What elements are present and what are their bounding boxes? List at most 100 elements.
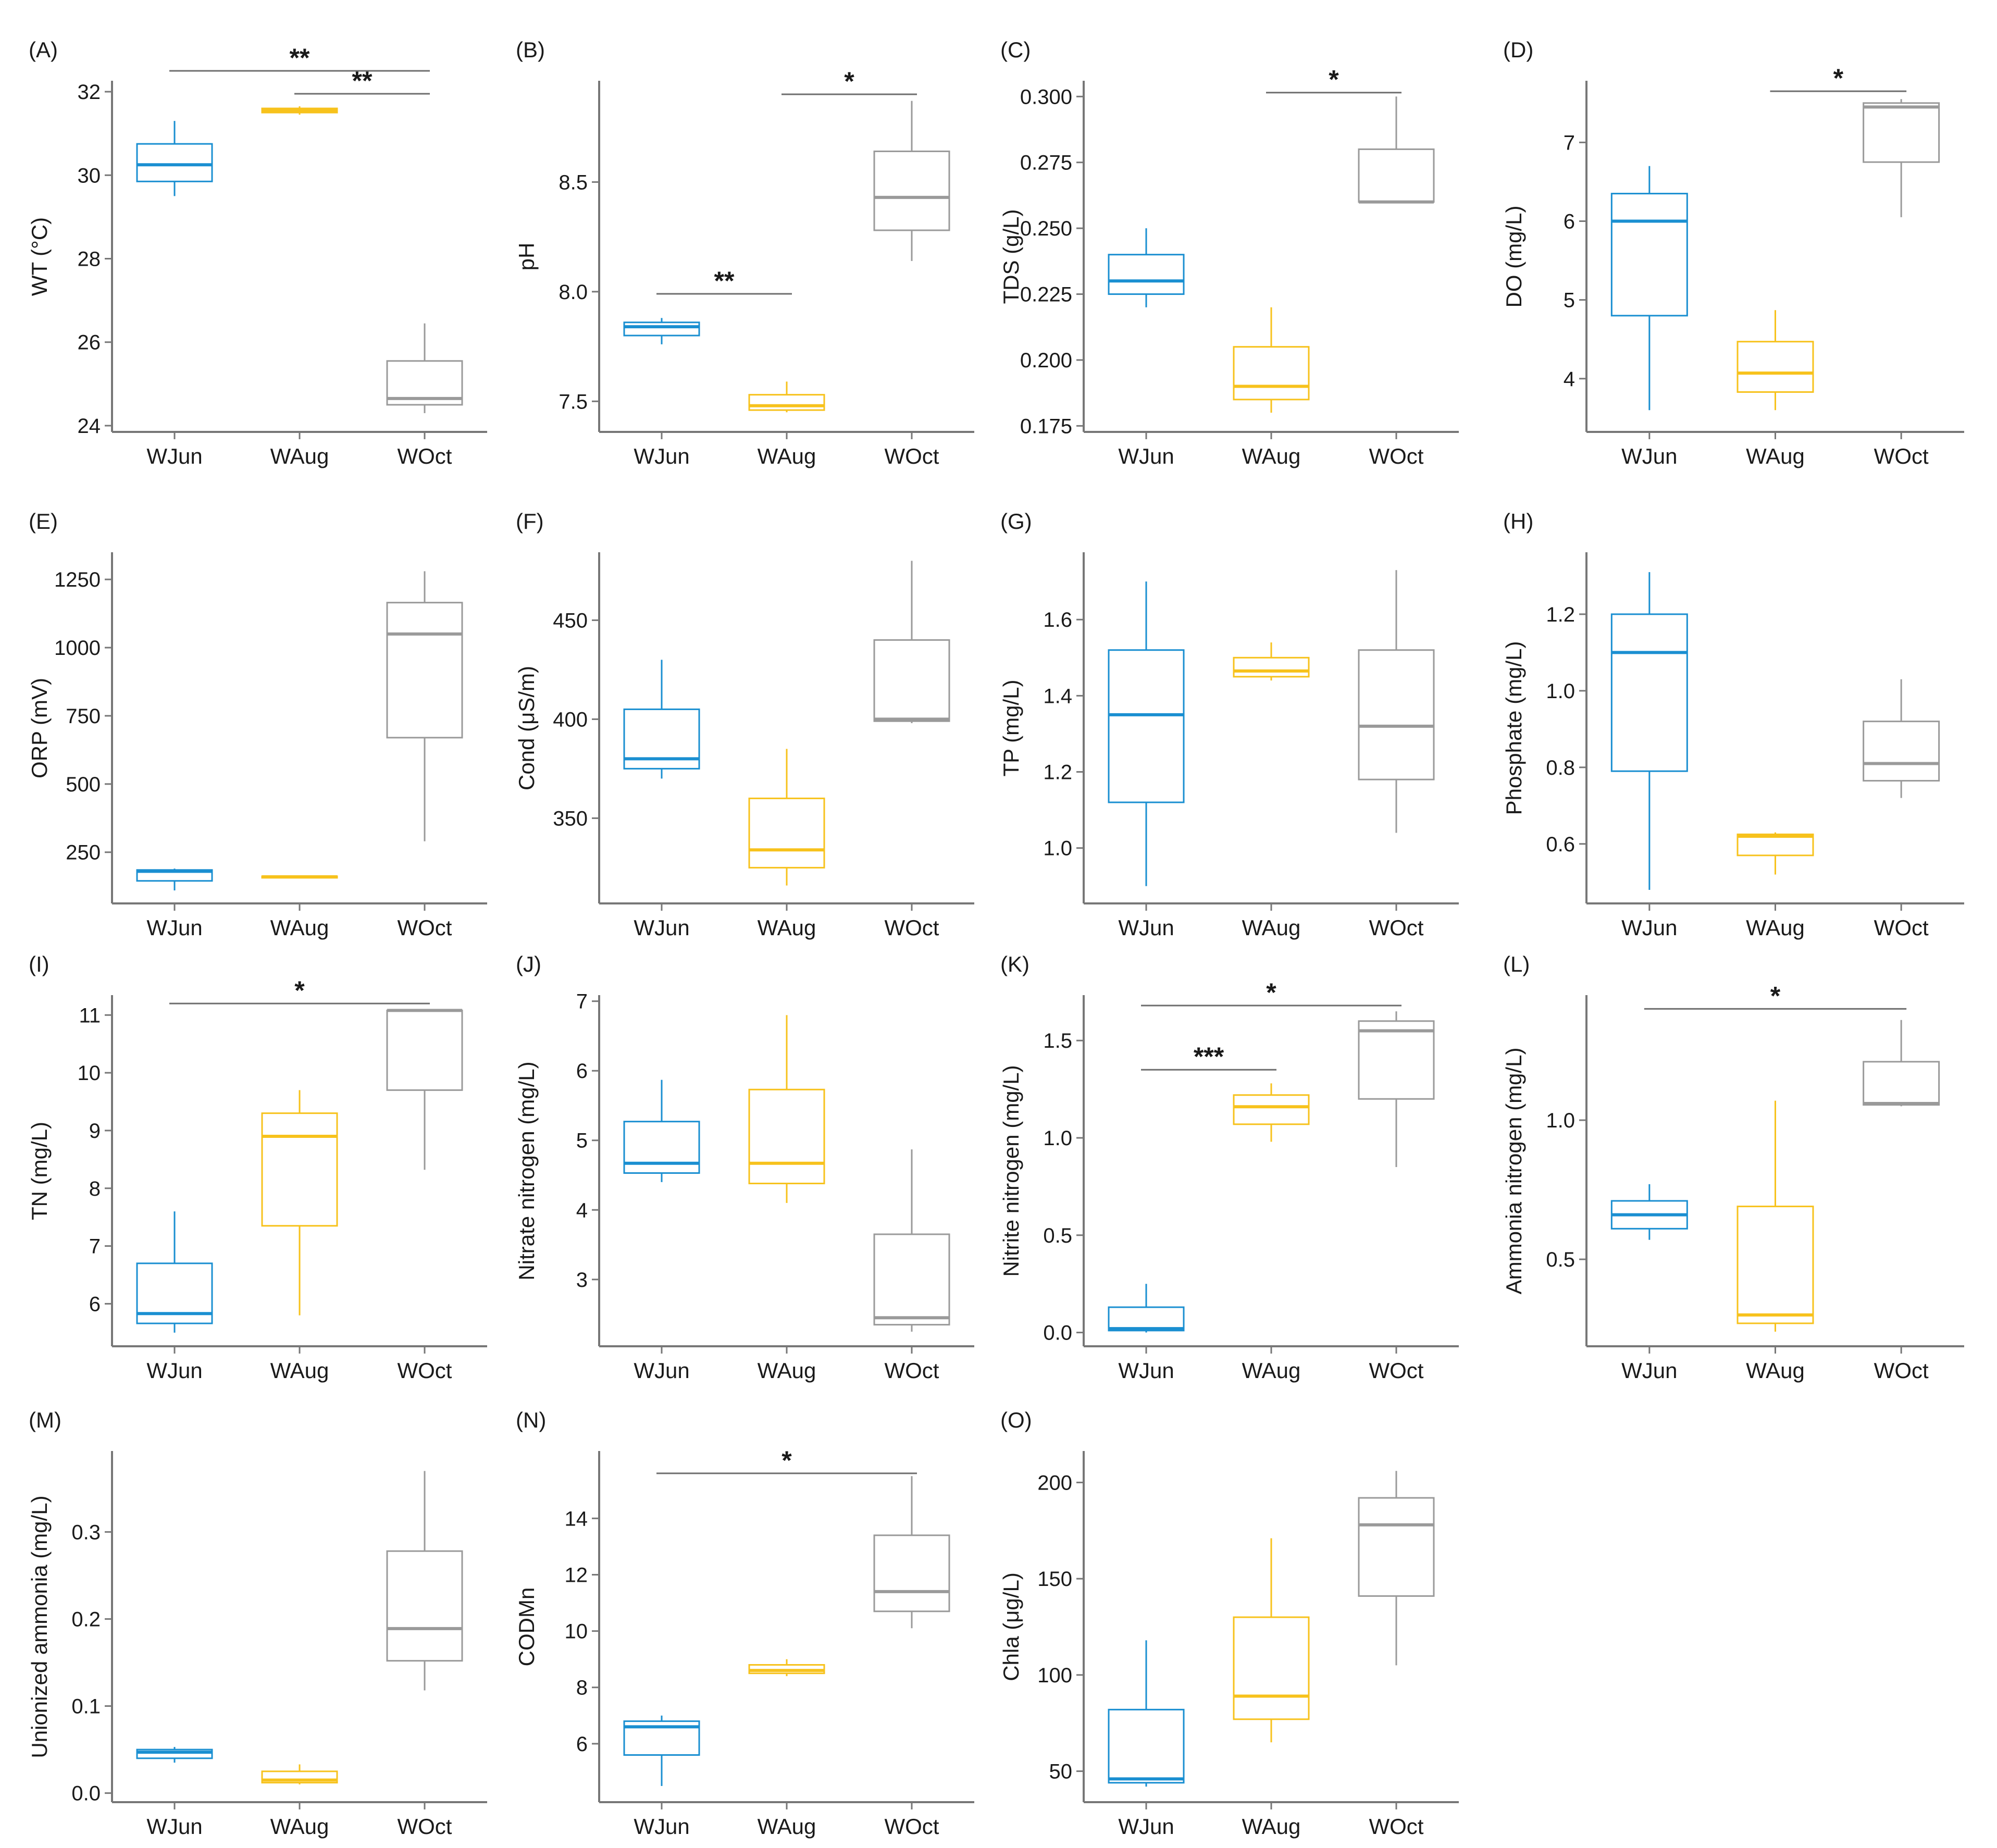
x-tick-label: WOct <box>1874 444 1929 468</box>
box-wjun <box>623 318 700 344</box>
x-tick-label: WOct <box>1369 1814 1424 1839</box>
y-tick-label: 0.0 <box>1043 1322 1072 1345</box>
x-tick-label: WOct <box>1874 915 1929 940</box>
y-tick-label: 8 <box>576 1677 588 1700</box>
y-tick-label: 0.1 <box>71 1695 101 1718</box>
significance-label: * <box>1266 978 1276 1007</box>
box-waug <box>1736 310 1814 411</box>
y-tick-label: 0.5 <box>1043 1224 1072 1247</box>
y-tick-label: 0.8 <box>1546 756 1575 779</box>
box-wjun <box>136 1211 213 1333</box>
panel-label: (D) <box>1503 38 1533 62</box>
x-tick-label: WAug <box>270 1358 329 1383</box>
x-tick-label: WOct <box>1369 915 1424 940</box>
x-tick-label: WJun <box>1621 915 1677 940</box>
y-tick-label: 7.5 <box>559 390 588 413</box>
panel-i: (I) 6 7 8 9 10 11 TN (mg/L) WJun WAug WOct * <box>27 952 487 1383</box>
x-tick-label: WAug <box>1746 444 1805 468</box>
x-tick-label: WAug <box>1746 915 1805 940</box>
box-woct <box>1358 96 1435 204</box>
y-tick-label: 750 <box>66 705 101 728</box>
box-woct <box>386 571 463 841</box>
y-tick-label: 1.2 <box>1043 761 1072 784</box>
y-tick-label: 10 <box>565 1620 588 1643</box>
box-iqr <box>1863 102 1940 163</box>
y-tick-label: 0.300 <box>1020 85 1072 108</box>
box-iqr <box>873 150 950 231</box>
y-axis-title: Chla (μg/L) <box>999 1572 1023 1681</box>
box-iqr <box>748 797 825 869</box>
box-iqr <box>1358 148 1435 203</box>
x-tick-label: WAug <box>270 1814 329 1839</box>
x-tick-label: WOct <box>398 915 452 940</box>
x-tick-label: WJun <box>634 1358 689 1383</box>
y-axis-title: DO (mg/L) <box>1502 205 1526 307</box>
y-axis-title: ORP (mV) <box>27 678 52 778</box>
y-tick-label: 350 <box>553 807 588 830</box>
box-wjun <box>1108 228 1185 307</box>
box-woct <box>873 561 950 723</box>
box-iqr <box>748 394 825 411</box>
panel-label: (E) <box>29 509 58 534</box>
x-tick-label: WAug <box>270 444 329 468</box>
y-tick-label: 32 <box>78 81 101 104</box>
significance-label: ** <box>352 66 373 95</box>
panel-f: (F) 350 400 450 Cond (μS/m) WJun WAug WOct <box>514 509 974 940</box>
panel-o: (O) 50 100 150 200 Chla (μg/L) WJun WAug WOct <box>999 1408 1459 1839</box>
panel-label: (G) <box>1000 509 1032 534</box>
y-tick-label: 0.0 <box>71 1782 101 1805</box>
panel-n: (N) 6 8 10 12 14 CODMn WJun WAug WOct * <box>514 1408 974 1839</box>
panel-e: (E) 250 500 750 1000 1250 ORP (mV) WJun WAug WOct <box>27 509 487 940</box>
box-wjun <box>623 1080 700 1182</box>
panel-h: (H) 0.6 0.8 1.0 1.2 Phosphate (mg/L) WJun WAug W… <box>1502 509 1964 940</box>
y-tick-label: 0.200 <box>1020 349 1072 372</box>
box-iqr <box>623 708 700 770</box>
y-tick-label: 24 <box>78 415 101 438</box>
box-woct <box>1358 1011 1435 1168</box>
box-woct <box>873 1476 950 1629</box>
x-tick-label: WJun <box>146 1814 202 1839</box>
x-tick-label: WJun <box>634 915 689 940</box>
box-iqr <box>873 1534 950 1613</box>
box-iqr <box>1863 1061 1940 1106</box>
box-iqr <box>136 1748 213 1759</box>
y-tick-label: 8.5 <box>559 171 588 194</box>
x-tick-label: WJun <box>1118 444 1174 468</box>
y-tick-label: 1.2 <box>1546 603 1575 626</box>
y-axis-title: Ammonia nitrogen (mg/L) <box>1502 1048 1526 1295</box>
panel-m: (M) 0.0 0.1 0.2 0.3 Unionized ammonia (mg/L) W… <box>27 1408 487 1839</box>
x-tick-label: WOct <box>398 444 452 468</box>
box-iqr <box>1610 193 1688 317</box>
x-tick-label: WAug <box>1242 1358 1301 1383</box>
y-tick-label: 6 <box>1564 210 1575 233</box>
y-axis-title: pH <box>514 243 539 271</box>
box-woct <box>1863 99 1940 217</box>
x-tick-label: WAug <box>758 1814 816 1839</box>
y-axis-title: Nitrate nitrogen (mg/L) <box>514 1061 539 1280</box>
y-tick-label: 7 <box>89 1235 101 1258</box>
y-axis-title: Cond (μS/m) <box>514 666 539 790</box>
y-tick-label: 14 <box>565 1507 588 1530</box>
y-tick-label: 7 <box>1564 131 1575 154</box>
significance-label: *** <box>1194 1042 1224 1071</box>
y-tick-label: 8.0 <box>559 281 588 304</box>
box-wjun <box>1108 1640 1185 1787</box>
significance-label: ** <box>290 43 310 72</box>
x-tick-label: WOct <box>885 444 939 468</box>
box-woct <box>873 101 950 261</box>
x-tick-label: WAug <box>1242 915 1301 940</box>
x-tick-label: WJun <box>1621 1358 1677 1383</box>
panel-a: (A) 24 26 28 30 32 WT (°C) WJun WAug WOct ** ** <box>27 38 487 468</box>
x-tick-label: WOct <box>885 1358 939 1383</box>
box-iqr <box>1233 1616 1310 1720</box>
y-axis-title: CODMn <box>514 1587 539 1667</box>
x-tick-label: WJun <box>1118 1358 1174 1383</box>
box-waug <box>748 749 825 886</box>
significance-label: * <box>1770 981 1781 1010</box>
x-tick-label: WAug <box>1242 444 1301 468</box>
box-iqr <box>623 1121 700 1174</box>
y-tick-label: 0.5 <box>1546 1248 1575 1271</box>
box-iqr <box>873 1233 950 1326</box>
box-iqr <box>386 360 463 406</box>
significance-label: * <box>1833 64 1844 93</box>
